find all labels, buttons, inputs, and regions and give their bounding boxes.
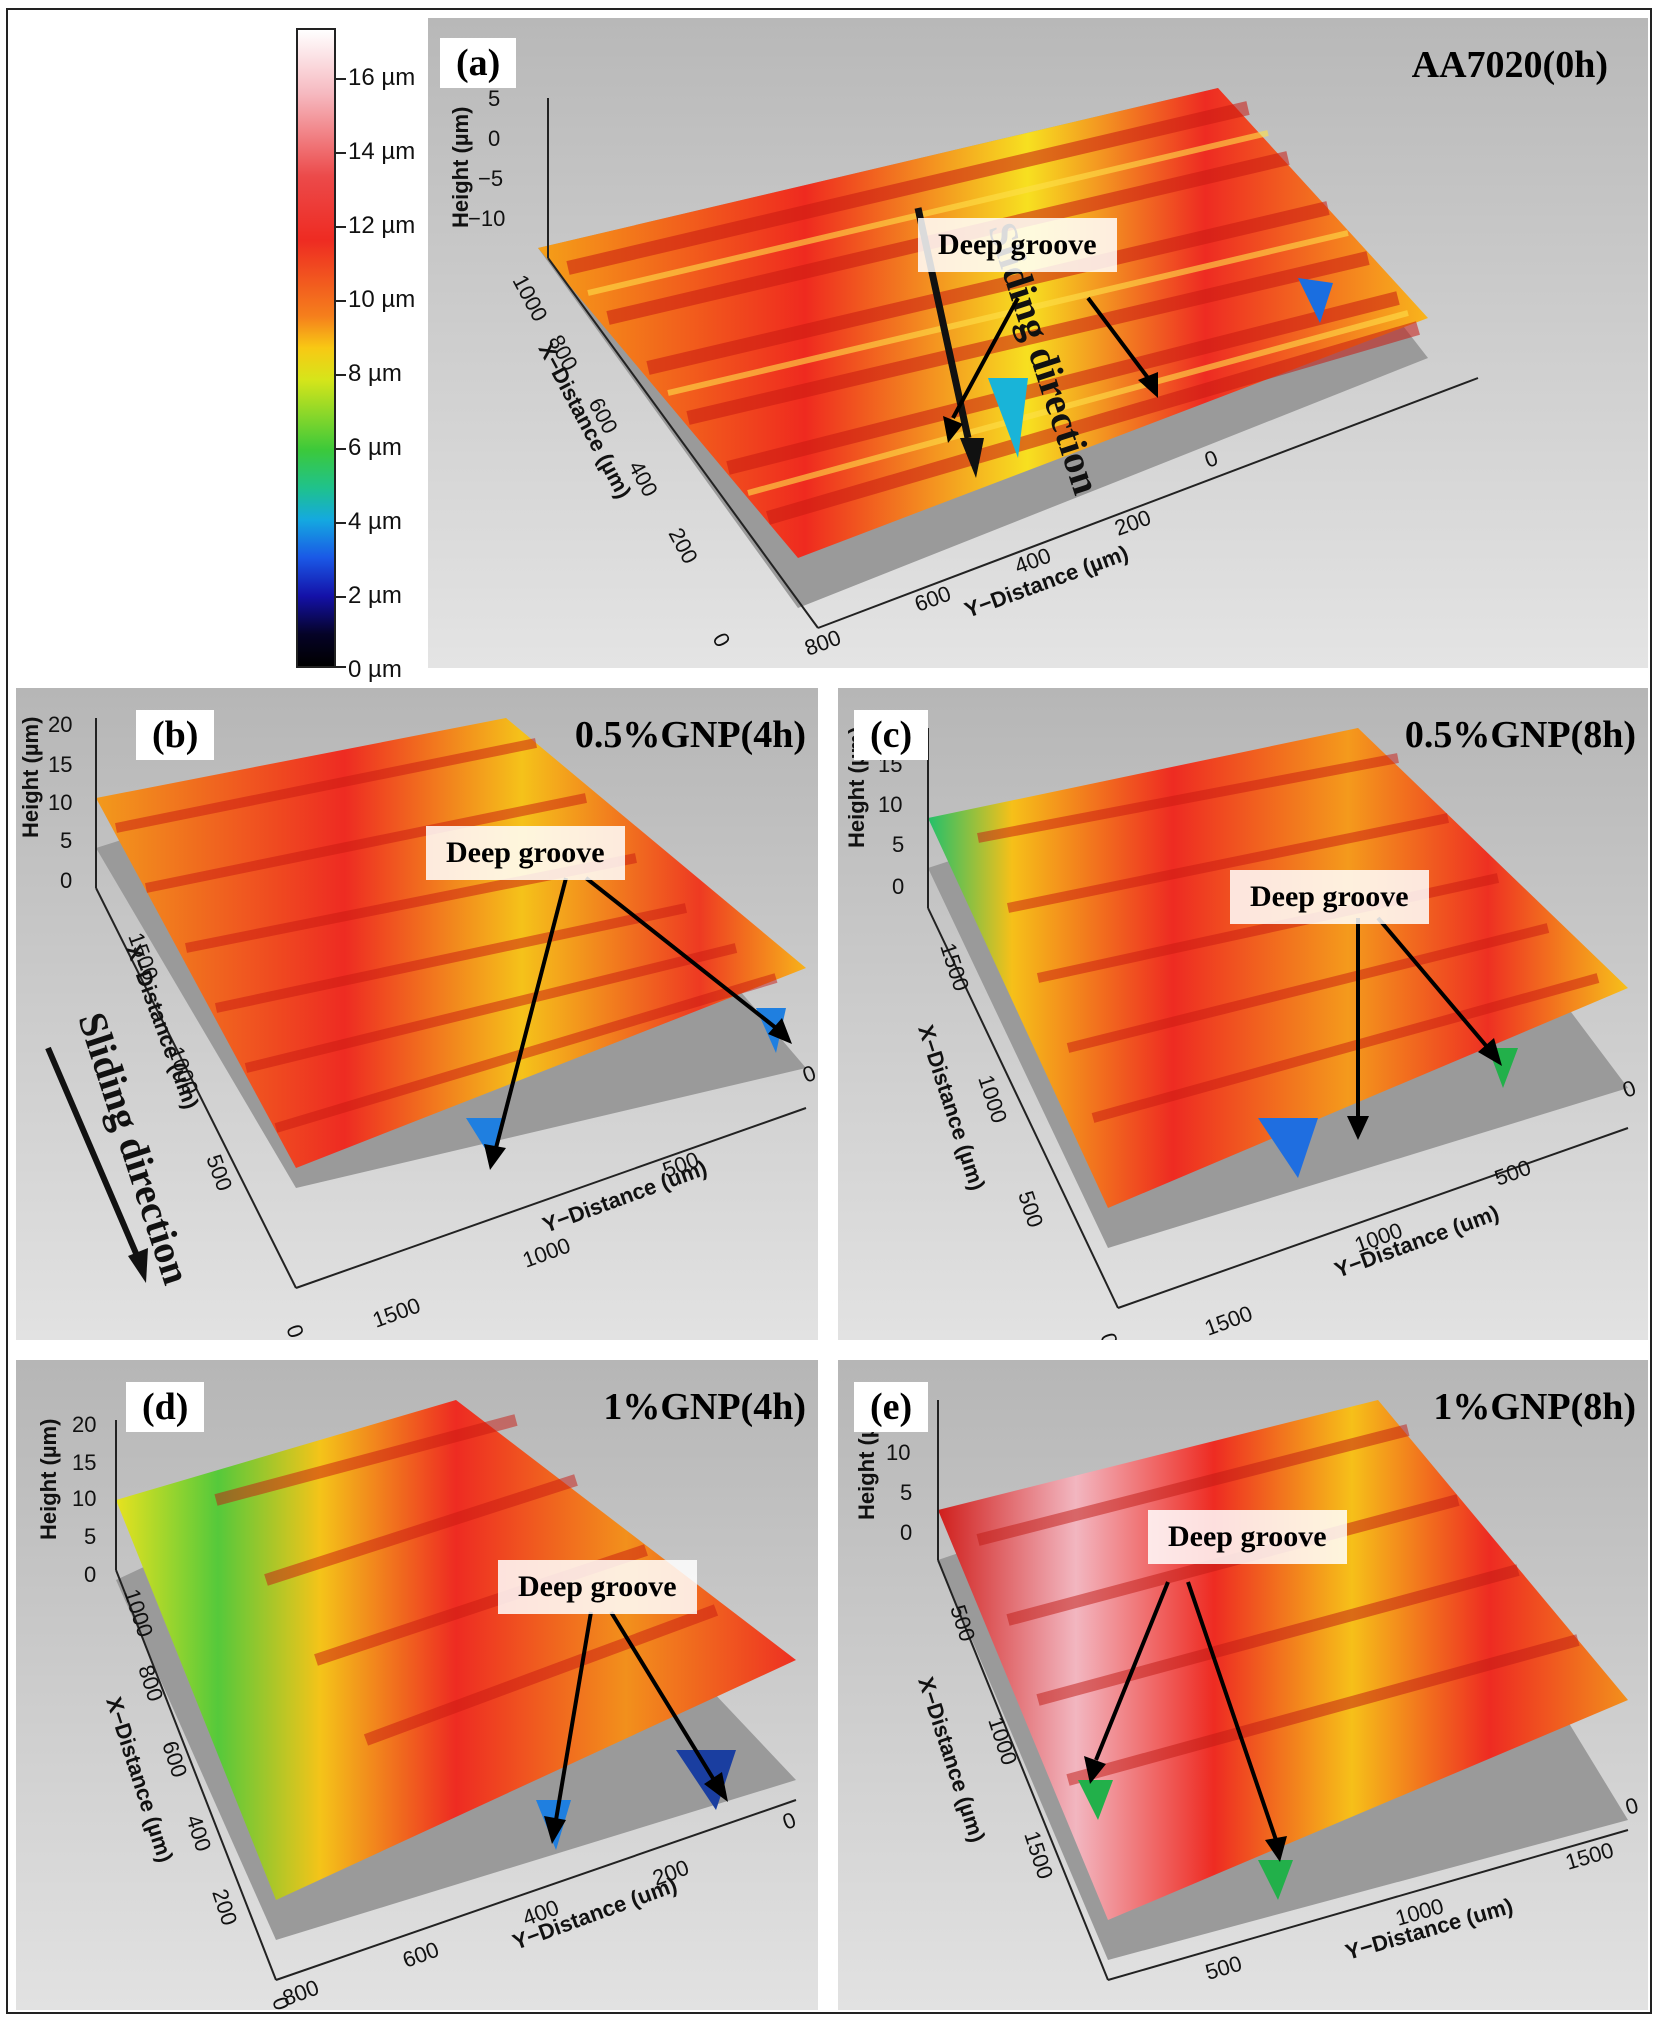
height-tick: 5 [892,832,904,857]
height-tick: −5 [478,166,503,191]
panel-label: (a) [440,38,517,88]
height-tick: −10 [468,206,505,231]
height-tick: 5 [60,828,72,853]
colorbar-tick [336,596,346,598]
height-tick: 15 [48,752,72,777]
height-axis-title: Height (µm) [18,717,43,838]
panel-c: Height (µm) 15 10 5 0 X−Distance (µm) 15… [838,688,1648,1340]
deep-groove-callout: Deep groove [426,826,625,880]
panel-e: Height (µm) 15 10 5 0 X−Distance (µm) 50… [838,1360,1648,2010]
height-tick: 10 [878,792,902,817]
colorbar-label: 10 µm [348,286,416,313]
panel-d-plot: Height (µm) 20 15 10 5 0 X−Distance (µm)… [16,1360,818,2010]
panel-label: (b) [136,710,215,760]
panel-d: Height (µm) 20 15 10 5 0 X−Distance (µm)… [16,1360,818,2010]
panel-title: 0.5%GNP(4h) [574,714,806,756]
colorbar-tick [336,374,346,376]
height-tick: 10 [48,790,72,815]
deep-groove-callout: Deep groove [1148,1510,1347,1564]
panel-title: 1%GNP(8h) [1433,1386,1636,1428]
deep-groove-mark [1258,1860,1293,1900]
colorbar-label: 14 µm [348,138,416,165]
height-tick: 15 [72,1450,96,1475]
colorbar-tick [336,448,346,450]
height-tick: 0 [60,868,72,893]
panel-title: 0.5%GNP(8h) [1404,714,1636,756]
deep-groove-callout: Deep groove [1230,870,1429,924]
deep-groove-mark [1298,278,1333,323]
colorbar-tick [336,78,346,80]
colorbar-label: 12 µm [348,212,416,239]
panel-e-plot: Height (µm) 15 10 5 0 X−Distance (µm) 50… [838,1360,1648,2010]
panel-label: (c) [854,710,929,760]
sliding-arrow [45,1046,141,1260]
panel-b: Height (µm) 20 15 10 5 0 X−Distance (um)… [16,688,818,1340]
height-axis-title: Height (µm) [448,107,473,228]
colorbar-tick [336,300,346,302]
height-tick: 5 [488,86,500,111]
deep-groove-callout: Deep groove [498,1560,697,1614]
colorbar-label: 6 µm [348,434,402,461]
panel-title: AA7020(0h) [1411,44,1608,86]
colorbar-tick [336,152,346,154]
colorbar-tick [336,666,346,668]
height-tick: 0 [84,1562,96,1587]
height-tick: 5 [900,1480,912,1505]
panel-a: Sliding direction Height (µm) 5 0 −5 −10… [428,18,1648,668]
x-tick: 0 [1095,1330,1123,1340]
height-tick: 0 [900,1520,912,1545]
height-colorbar [296,28,336,668]
figure-frame [6,8,1652,2014]
panel-label: (d) [126,1382,205,1432]
colorbar-tick [336,226,346,228]
deep-groove-mark [1078,1780,1113,1820]
colorbar-tick [336,522,346,524]
panel-title: 1%GNP(4h) [603,1386,806,1428]
height-tick: 10 [886,1440,910,1465]
height-tick: 0 [892,874,904,899]
panel-b-plot: Height (µm) 20 15 10 5 0 X−Distance (um)… [16,688,818,1340]
deep-groove-mark [1258,1118,1318,1178]
height-tick: 0 [488,126,500,151]
deep-groove-callout: Deep groove [918,218,1117,272]
colorbar-label: 16 µm [348,64,416,91]
colorbar-label: 0 µm [348,656,402,683]
height-tick: 5 [84,1524,96,1549]
colorbar-label: 8 µm [348,360,402,387]
height-tick: 20 [72,1412,96,1437]
panel-c-plot: Height (µm) 15 10 5 0 X−Distance (µm) 15… [838,688,1648,1340]
height-tick: 10 [72,1486,96,1511]
colorbar-label: 2 µm [348,582,402,609]
deep-groove-mark [466,1118,506,1158]
deep-groove-mark [988,378,1028,458]
panel-label: (e) [854,1382,929,1432]
height-axis-title: Height (µm) [36,1419,61,1540]
colorbar-label: 4 µm [348,508,402,535]
panel-a-plot: Sliding direction Height (µm) 5 0 −5 −10… [428,18,1648,668]
height-tick: 20 [48,712,72,737]
